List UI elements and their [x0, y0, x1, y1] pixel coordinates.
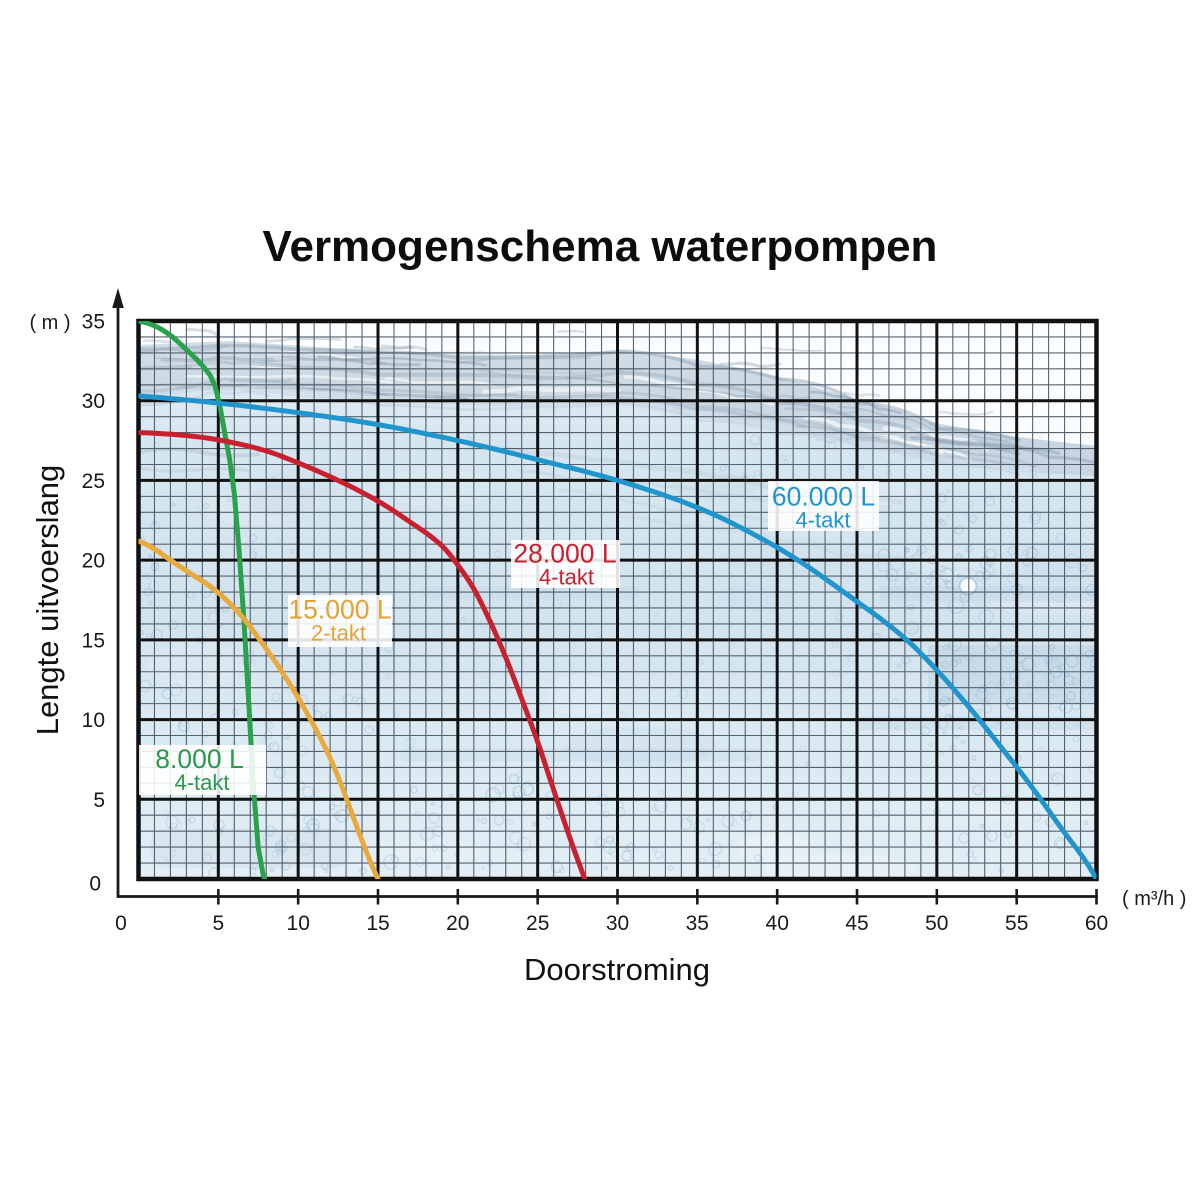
svg-text:20: 20 — [446, 912, 469, 935]
svg-text:0: 0 — [89, 873, 101, 896]
svg-text:2-takt: 2-takt — [311, 621, 366, 646]
svg-text:10: 10 — [82, 709, 105, 732]
svg-text:0: 0 — [115, 912, 127, 935]
svg-text:Doorstroming: Doorstroming — [524, 952, 710, 987]
svg-text:60.000 L: 60.000 L — [772, 482, 875, 512]
svg-text:20: 20 — [82, 550, 105, 573]
svg-text:55: 55 — [1005, 912, 1028, 935]
svg-text:10: 10 — [287, 912, 310, 935]
svg-text:25: 25 — [82, 470, 105, 493]
svg-text:4-takt: 4-takt — [174, 770, 229, 795]
svg-text:8.000 L: 8.000 L — [155, 744, 243, 774]
svg-text:50: 50 — [925, 912, 948, 935]
svg-text:15: 15 — [82, 629, 105, 652]
svg-text:60: 60 — [1085, 912, 1108, 935]
svg-text:5: 5 — [212, 912, 224, 935]
svg-text:28.000 L: 28.000 L — [513, 539, 616, 569]
svg-text:35: 35 — [82, 311, 105, 334]
svg-text:( m³/h ): ( m³/h ) — [1122, 888, 1186, 910]
svg-text:45: 45 — [845, 912, 868, 935]
svg-text:4-takt: 4-takt — [539, 565, 594, 590]
svg-text:40: 40 — [766, 912, 789, 935]
svg-text:15: 15 — [366, 912, 389, 935]
svg-text:30: 30 — [606, 912, 629, 935]
svg-text:25: 25 — [526, 912, 549, 935]
svg-text:35: 35 — [686, 912, 709, 935]
svg-text:15.000 L: 15.000 L — [288, 595, 391, 625]
svg-text:5: 5 — [93, 789, 105, 812]
svg-text:( m ): ( m ) — [29, 312, 70, 334]
svg-text:4-takt: 4-takt — [795, 508, 850, 533]
svg-text:Lengte uitvoerslang: Lengte uitvoerslang — [30, 465, 65, 736]
svg-text:Vermogenschema waterpompen: Vermogenschema waterpompen — [263, 222, 938, 271]
svg-text:30: 30 — [82, 390, 105, 413]
